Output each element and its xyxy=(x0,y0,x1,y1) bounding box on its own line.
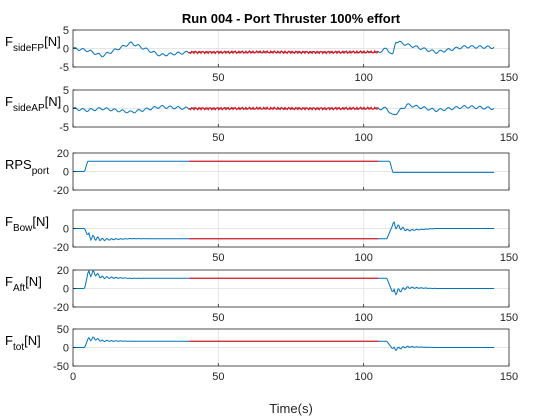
y-tick-label: 5 xyxy=(63,25,69,37)
series-line xyxy=(73,160,495,173)
y-tick-label: 5 xyxy=(63,85,69,97)
highlight-segment xyxy=(188,106,379,111)
y-tick-label: 20 xyxy=(57,265,69,277)
x-tick-label: 100 xyxy=(354,371,372,383)
y-tick-label: -5 xyxy=(59,122,69,134)
y-axis-label: Ftot[N] xyxy=(5,333,41,353)
subplot-2: -5 0 5 50 100 150 FsideAP[N] xyxy=(5,85,518,144)
x-tick-label: 150 xyxy=(500,371,518,383)
x-tick-label: 150 xyxy=(500,312,518,324)
x-tick-label: 100 xyxy=(354,132,372,144)
series-line xyxy=(73,336,495,352)
y-axis-label: FsideAP[N] xyxy=(5,94,61,114)
x-tick-label: 150 xyxy=(500,252,518,264)
chart-title: Run 004 - Port Thruster 100% effort xyxy=(182,11,401,26)
y-axis-label: RPSport xyxy=(5,157,49,177)
y-tick-label: 0 xyxy=(63,284,69,296)
subplot-5: -20 0 20 50 100 150 FAft[N] xyxy=(5,265,518,324)
highlight-segment xyxy=(188,49,379,55)
x-tick-label: 50 xyxy=(212,72,224,84)
y-tick-label: 0 xyxy=(63,167,69,179)
y-axis-label: FsideFP[N] xyxy=(5,34,61,54)
x-tick-label: 100 xyxy=(354,252,372,264)
series-line xyxy=(72,103,495,116)
y-tick-label: 20 xyxy=(57,148,69,160)
y-tick-label: -50 xyxy=(53,361,69,373)
y-axis-label: FBow[N] xyxy=(5,214,49,234)
series-line xyxy=(73,269,495,296)
x-tick-label: 50 xyxy=(212,312,224,324)
x-tick-label: 50 xyxy=(212,371,224,383)
y-tick-label: 0 xyxy=(63,343,69,355)
x-tick-label: 150 xyxy=(500,72,518,84)
y-tick-label: -20 xyxy=(53,242,69,254)
y-tick-label: 0 xyxy=(63,224,69,236)
x-tick-label: 100 xyxy=(354,72,372,84)
x-tick-label: 50 xyxy=(212,252,224,264)
series-line xyxy=(73,221,495,242)
y-tick-label: -20 xyxy=(53,302,69,314)
y-tick-label: 0 xyxy=(63,104,69,116)
x-axis-label: Time(s) xyxy=(269,401,313,416)
x-tick-label: 150 xyxy=(500,132,518,144)
y-axis-label: FAft[N] xyxy=(5,274,42,294)
subplot-3: -20 0 20 RPSport xyxy=(5,148,510,197)
x-tick-label: 0 xyxy=(70,371,76,383)
subplot-1: -5 0 5 50 100 150 FsideFP[N] xyxy=(5,25,518,84)
subplot-4: -20 0 50 100 150 FBow[N] xyxy=(5,209,518,264)
series-line xyxy=(72,40,495,58)
y-tick-label: -5 xyxy=(59,62,69,74)
y-tick-label: -20 xyxy=(53,185,69,197)
y-tick-label: 0 xyxy=(63,44,69,56)
y-tick-label: 50 xyxy=(57,324,69,336)
x-tick-label: 50 xyxy=(212,132,224,144)
x-tick-label: 100 xyxy=(354,312,372,324)
